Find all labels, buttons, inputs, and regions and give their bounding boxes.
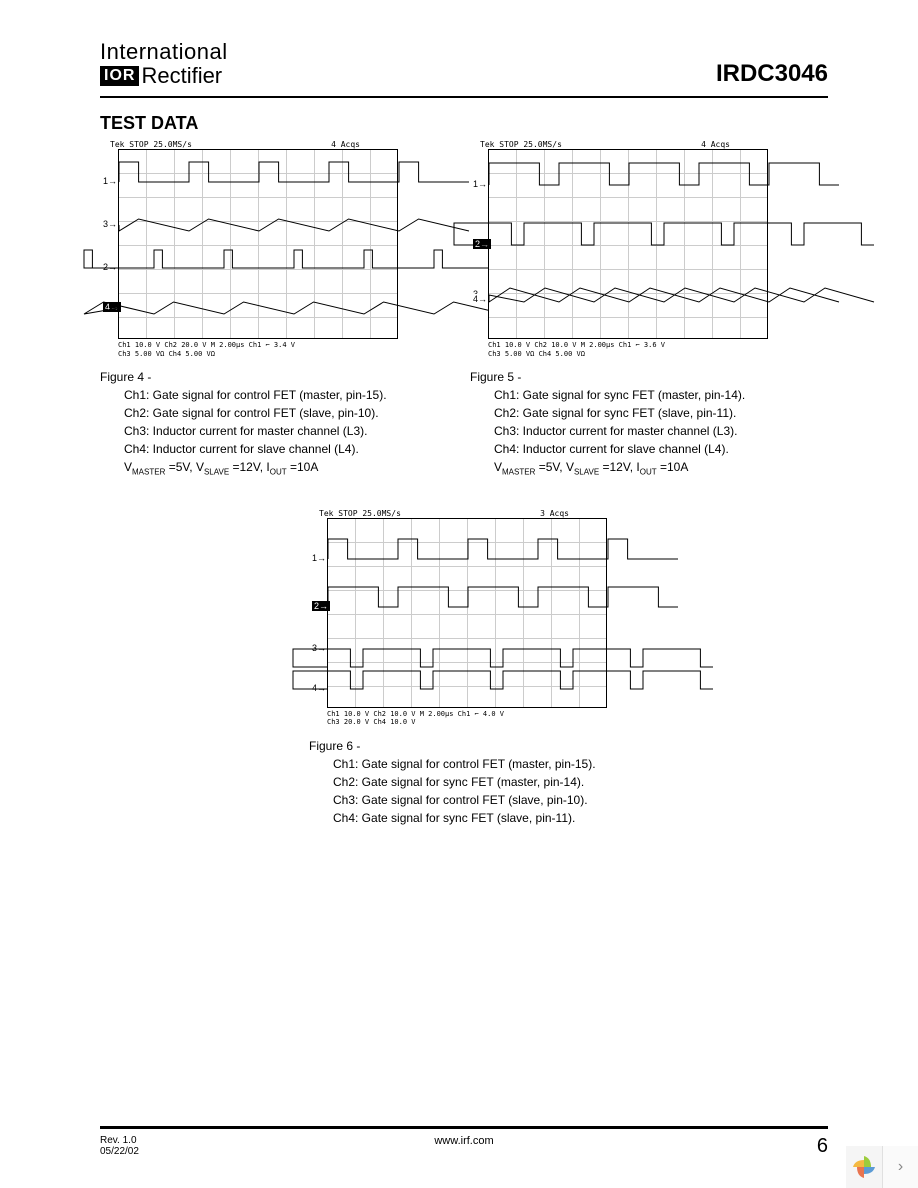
channel-marker: 2→ (103, 262, 117, 272)
caption-line: Ch1: Gate signal for control FET (master… (333, 755, 619, 773)
caption-line: Ch3: Inductor current for master channel… (494, 422, 780, 440)
pinwheel-icon[interactable] (846, 1146, 882, 1188)
chevron-right-icon: › (898, 1158, 903, 1176)
channel-marker: 1→ (473, 179, 487, 189)
logo-text-bottom: IOR Rectifier (100, 64, 228, 88)
scope-trace (119, 283, 399, 333)
scope-header: Tek STOP 25.0MS/s 4 Acqs (100, 140, 400, 149)
figure-row-top: Tek STOP 25.0MS/s 4 Acqs 1→3→2→4→ Ch1 10… (100, 140, 828, 478)
scope-trace (489, 220, 769, 270)
scope-rate: Tek STOP 25.0MS/s (110, 140, 192, 149)
caption-line: Ch1: Gate signal for control FET (master… (124, 386, 410, 404)
channel-marker: 4→ (312, 683, 326, 693)
logo-rectifier: Rectifier (141, 64, 222, 88)
channel-marker: 1→ (103, 176, 117, 186)
scope-rate: Tek STOP 25.0MS/s (319, 509, 401, 518)
footer-left: Rev. 1.0 05/22/02 (100, 1135, 139, 1157)
channel-marker: 1→ (312, 553, 326, 563)
company-logo: International IOR Rectifier (100, 40, 228, 88)
scope-grid: 1→3→2→4→ (118, 149, 398, 339)
scope-acqs: 4 Acqs (701, 140, 730, 149)
caption-line: Ch4: Inductor current for slave channel … (494, 440, 780, 458)
scope-trace (489, 160, 769, 210)
scope-footer-line2: Ch3 5.00 VΩ Ch4 5.00 VΩ (118, 350, 400, 358)
scope-fig6: Tek STOP 25.0MS/s 3 Acqs 1→2→3→4→ Ch1 10… (309, 509, 609, 729)
scope-fig5: Tek STOP 25.0MS/s 4 Acqs 1→2→3→4→ Ch1 10… (470, 140, 770, 360)
channel-marker: 3→ (312, 643, 326, 653)
caption-line: VMASTER =5V, VSLAVE =12V, IOUT =10A (494, 458, 780, 478)
part-number: IRDC3046 (716, 60, 828, 88)
figure-4: Tek STOP 25.0MS/s 4 Acqs 1→3→2→4→ Ch1 10… (100, 140, 410, 478)
scope-grid: 1→2→3→4→ (488, 149, 768, 339)
footer-url: www.irf.com (434, 1135, 493, 1147)
section-title: TEST DATA (100, 113, 828, 134)
scope-trace (489, 270, 769, 320)
figure-caption: Figure 4 - Ch1: Gate signal for control … (100, 370, 410, 478)
scope-footer-line2: Ch3 20.0 V Ch4 10.0 V (327, 718, 609, 726)
caption-title: Figure 5 - (470, 370, 780, 384)
page-header: International IOR Rectifier IRDC3046 (100, 40, 828, 98)
channel-marker: 3→ (103, 219, 117, 229)
scope-fig4: Tek STOP 25.0MS/s 4 Acqs 1→3→2→4→ Ch1 10… (100, 140, 400, 360)
figure-6: Tek STOP 25.0MS/s 3 Acqs 1→2→3→4→ Ch1 10… (309, 509, 619, 827)
caption-line: Ch3: Inductor current for master channel… (124, 422, 410, 440)
scope-header: Tek STOP 25.0MS/s 4 Acqs (470, 140, 770, 149)
footer-date: 05/22/02 (100, 1146, 139, 1157)
caption-line: Ch4: Gate signal for sync FET (slave, pi… (333, 809, 619, 827)
scope-footer-line1: Ch1 10.0 V Ch2 20.0 V M 2.00µs Ch1 ⌐ 3.4… (118, 341, 400, 349)
caption-lines: Ch1: Gate signal for control FET (master… (309, 755, 619, 827)
next-page-button[interactable]: › (882, 1146, 918, 1188)
caption-line: Ch2: Gate signal for control FET (slave,… (124, 404, 410, 422)
footer-rev: Rev. 1.0 (100, 1135, 139, 1146)
caption-line: Ch2: Gate signal for sync FET (master, p… (333, 773, 619, 791)
caption-title: Figure 4 - (100, 370, 410, 384)
scope-acqs: 3 Acqs (540, 509, 569, 518)
scope-footer: Ch1 10.0 V Ch2 20.0 V M 2.00µs Ch1 ⌐ 3.4… (118, 341, 400, 358)
scope-rate: Tek STOP 25.0MS/s (480, 140, 562, 149)
figure-5: Tek STOP 25.0MS/s 4 Acqs 1→2→3→4→ Ch1 10… (470, 140, 780, 478)
corner-widget: › (846, 1146, 918, 1188)
caption-lines: Ch1: Gate signal for control FET (master… (100, 386, 410, 478)
scope-footer: Ch1 10.0 V Ch2 10.0 V M 2.00µs Ch1 ⌐ 3.6… (488, 341, 770, 358)
figure-caption: Figure 5 - Ch1: Gate signal for sync FET… (470, 370, 780, 478)
caption-line: Ch4: Inductor current for slave channel … (124, 440, 410, 458)
caption-line: Ch2: Gate signal for sync FET (slave, pi… (494, 404, 780, 422)
caption-line: VMASTER =5V, VSLAVE =12V, IOUT =10A (124, 458, 410, 478)
caption-line: Ch1: Gate signal for sync FET (master, p… (494, 386, 780, 404)
figure-caption: Figure 6 - Ch1: Gate signal for control … (309, 739, 619, 827)
caption-lines: Ch1: Gate signal for sync FET (master, p… (470, 386, 780, 478)
scope-footer-line2: Ch3 5.00 VΩ Ch4 5.00 VΩ (488, 350, 770, 358)
page-number: 6 (817, 1135, 828, 1158)
page-footer: Rev. 1.0 05/22/02 www.irf.com 6 (100, 1126, 828, 1158)
scope-acqs: 4 Acqs (331, 140, 360, 149)
caption-title: Figure 6 - (309, 739, 619, 753)
channel-marker: 4→ (473, 294, 487, 304)
scope-trace (328, 534, 608, 584)
scope-grid: 1→2→3→4→ (327, 518, 607, 708)
ior-badge: IOR (100, 66, 139, 86)
scope-header: Tek STOP 25.0MS/s 3 Acqs (309, 509, 609, 518)
caption-line: Ch3: Gate signal for control FET (slave,… (333, 791, 619, 809)
scope-footer-line1: Ch1 10.0 V Ch2 10.0 V M 2.00µs Ch1 ⌐ 3.6… (488, 341, 770, 349)
logo-text-top: International (100, 40, 228, 64)
scope-trace (328, 664, 608, 714)
